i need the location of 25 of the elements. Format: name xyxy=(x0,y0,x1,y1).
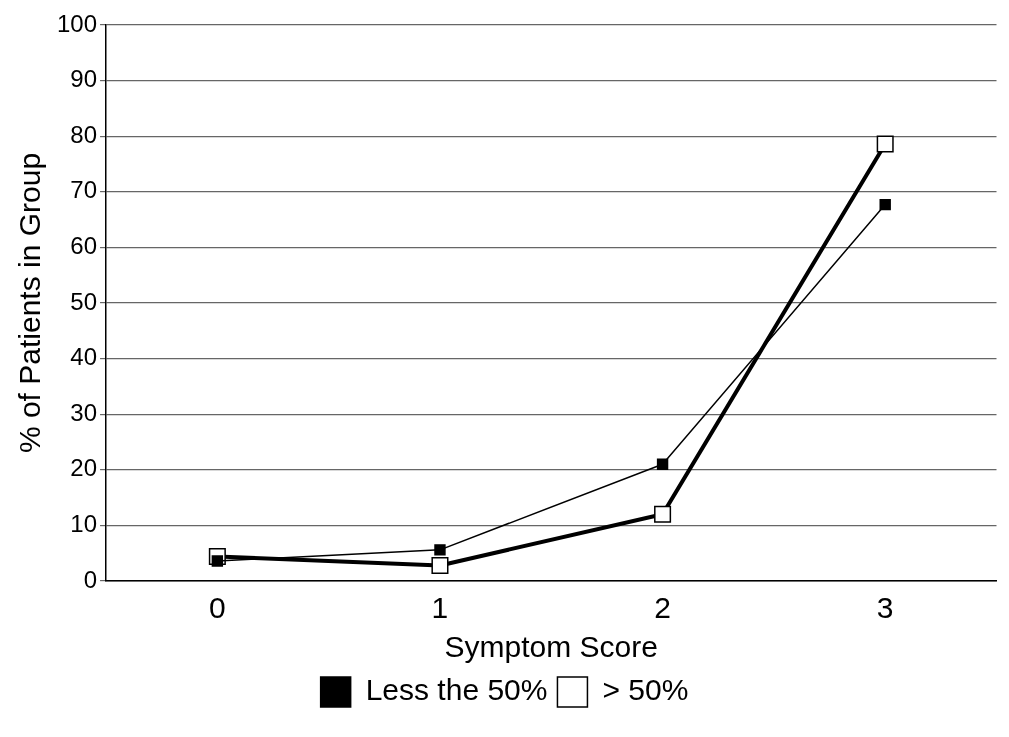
point xyxy=(656,458,669,470)
y-tick-label: 40 xyxy=(70,343,98,371)
point xyxy=(654,505,672,523)
y-tick-label: 60 xyxy=(70,232,98,260)
y-tick-label: 0 xyxy=(83,565,98,593)
x-axis-title: Symptom Score xyxy=(444,630,658,664)
y-tick-label: 10 xyxy=(70,510,98,538)
y-tick-label: 80 xyxy=(70,120,98,148)
y-tick-label: 90 xyxy=(70,65,98,93)
x-tick-label: 1 xyxy=(431,591,449,625)
legend-label: Less the 50% xyxy=(365,673,548,707)
point xyxy=(876,135,894,153)
point xyxy=(879,198,891,211)
x-tick-label: 0 xyxy=(209,591,226,625)
y-axis-title: % of Patients in Group xyxy=(13,152,47,454)
point xyxy=(434,544,446,556)
y-tick-label: 70 xyxy=(70,176,98,204)
y-tick-label: 100 xyxy=(57,9,98,37)
legend-label: > 50% xyxy=(602,673,689,707)
y-tick-label: 30 xyxy=(70,398,98,426)
point xyxy=(431,556,449,574)
x-tick-label: 3 xyxy=(876,591,894,625)
y-tick-label: 20 xyxy=(70,454,98,482)
y-tick-label: 50 xyxy=(70,287,98,315)
x-tick-label: 2 xyxy=(654,591,671,625)
